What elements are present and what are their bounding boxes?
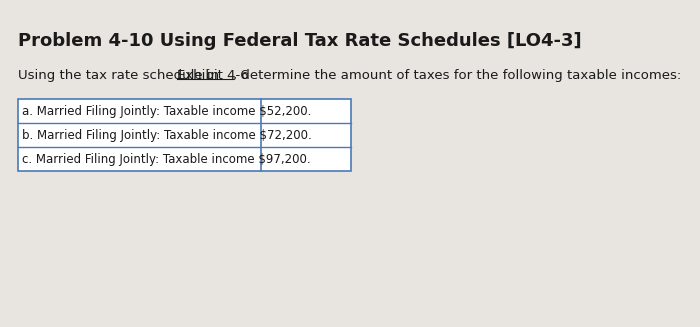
Text: Exhibit 4-6: Exhibit 4-6 (177, 69, 248, 82)
Text: , determine the amount of taxes for the following taxable incomes:: , determine the amount of taxes for the … (234, 69, 682, 82)
Text: b. Married Filing Jointly: Taxable income $72,200.: b. Married Filing Jointly: Taxable incom… (22, 129, 312, 142)
Text: c. Married Filing Jointly: Taxable income $97,200.: c. Married Filing Jointly: Taxable incom… (22, 152, 311, 165)
Text: a. Married Filing Jointly: Taxable income $52,200.: a. Married Filing Jointly: Taxable incom… (22, 105, 312, 117)
Bar (18, 99, 351, 171)
Text: Problem 4-10 Using Federal Tax Rate Schedules [LO4-3]: Problem 4-10 Using Federal Tax Rate Sche… (18, 32, 582, 50)
Text: Using the tax rate schedule in: Using the tax rate schedule in (18, 69, 223, 82)
